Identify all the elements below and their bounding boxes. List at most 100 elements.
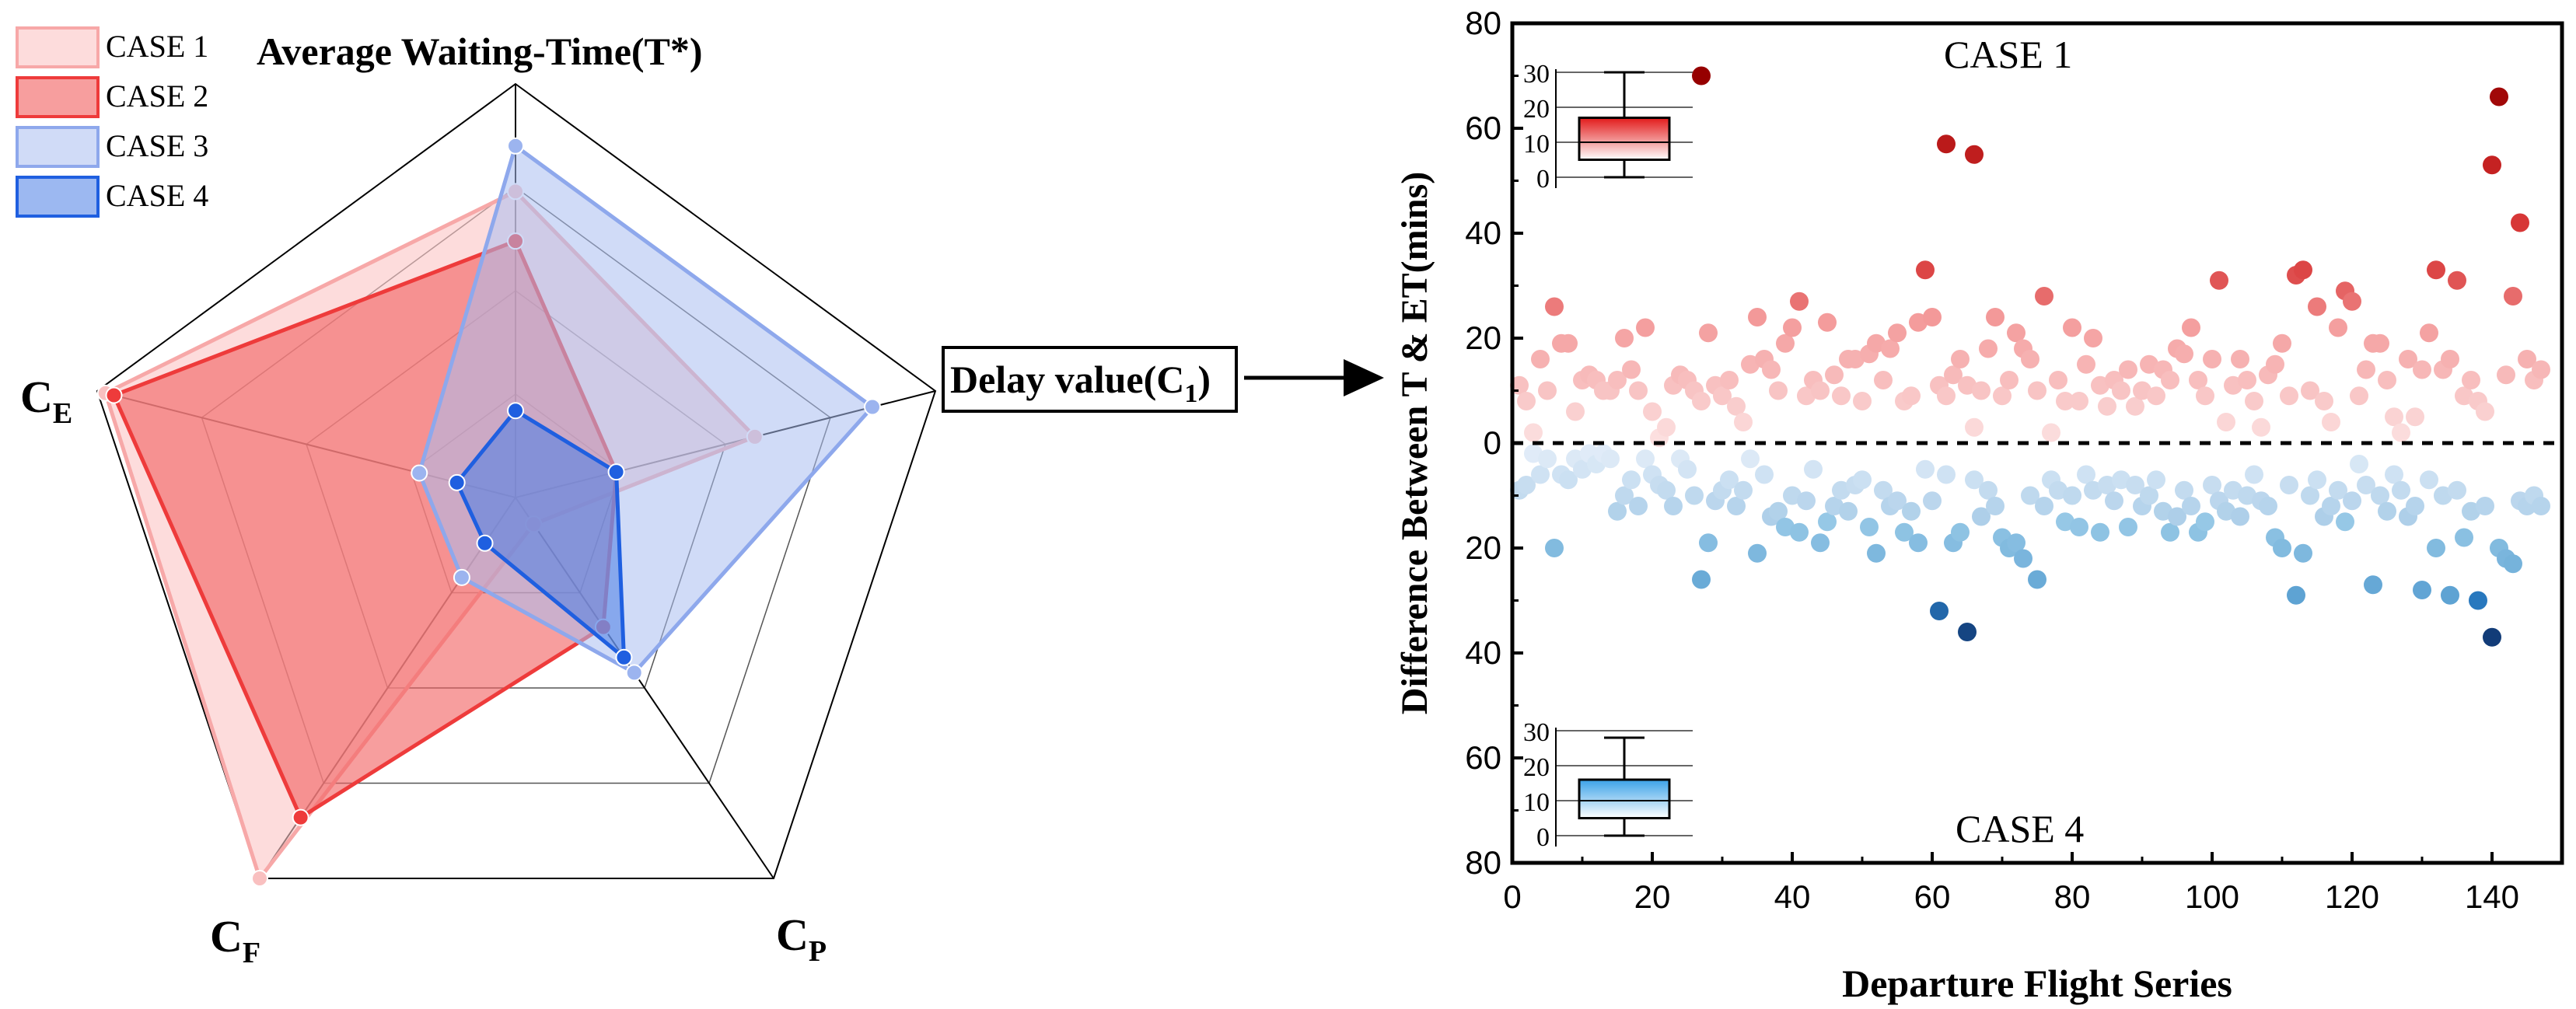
- scatter-point: [2231, 507, 2249, 526]
- scatter-point: [1601, 449, 1620, 469]
- scatter-point: [2007, 323, 2025, 343]
- scatter-point: [1825, 365, 1844, 385]
- inset-tick-label: 30: [1523, 718, 1550, 747]
- y-tick-label: 20: [1465, 319, 1501, 356]
- scatter-point: [2427, 260, 2445, 280]
- scatter-point: [2140, 486, 2158, 505]
- scatter-point: [2434, 486, 2452, 505]
- scatter-point: [2021, 350, 2039, 368]
- scatter-point: [1692, 570, 1711, 589]
- scatter-point: [2056, 392, 2074, 410]
- radar-point: [448, 473, 466, 491]
- scatter-point: [2217, 501, 2235, 521]
- scatter-point: [1657, 480, 1676, 500]
- x-axis-label: Departure Flight Series: [1842, 962, 2232, 1005]
- radar-point: [615, 648, 633, 666]
- svg-text:Delay value(C1): Delay value(C1): [950, 358, 1211, 408]
- scatter-point: [1923, 308, 1942, 326]
- radar-point: [607, 463, 625, 481]
- scatter-point: [1517, 392, 1536, 410]
- scatter-point: [2147, 470, 2165, 490]
- scatter-point: [2196, 512, 2214, 532]
- scatter-point: [1916, 260, 1935, 280]
- scatter-point: [2441, 585, 2459, 605]
- scatter-point: [1615, 486, 1634, 505]
- legend-swatch: [16, 176, 100, 218]
- scatter-point: [2287, 585, 2305, 605]
- scatter-point: [2364, 575, 2382, 595]
- scatter-point: [1531, 465, 1550, 484]
- radar-point: [105, 386, 123, 404]
- scatter-point: [1811, 533, 1830, 553]
- scatter-point: [1909, 312, 1928, 332]
- scatter-point: [1741, 449, 1760, 469]
- scatter-point: [1545, 297, 1564, 316]
- legend-label: CASE 4: [106, 178, 208, 213]
- scatter-point: [2091, 522, 2109, 542]
- legend-label: CASE 3: [106, 128, 208, 163]
- scatter-point: [2406, 497, 2424, 515]
- scatter-point: [2126, 396, 2144, 416]
- scatter-point: [2301, 381, 2319, 400]
- scatter-series-1: [1510, 66, 2550, 448]
- scatter-point: [2203, 476, 2221, 494]
- radar-ring: [96, 82, 937, 879]
- radar-axis-label-cp: CP: [776, 909, 827, 968]
- scatter-point: [1804, 459, 1823, 479]
- scatter-point: [1902, 386, 1921, 406]
- radar-chart: Average Waiting-Time(T*) Delay value(C1)…: [16, 26, 1238, 969]
- scatter-point: [1748, 543, 1767, 563]
- y-tick-label: 20: [1465, 529, 1501, 566]
- scatter-point: [1559, 333, 1578, 353]
- radar-point: [453, 568, 470, 586]
- scatter-point: [1818, 312, 1837, 332]
- scatter-point: [1538, 449, 1557, 469]
- scatter-point: [2245, 465, 2263, 484]
- scatter-point: [2448, 480, 2466, 500]
- scatter-point: [2070, 392, 2088, 410]
- scatter-point: [1916, 459, 1935, 479]
- scatter-point: [2273, 539, 2291, 557]
- scatter-point: [1783, 318, 1802, 337]
- scatter-point: [1790, 292, 1809, 311]
- scatter-point: [1923, 491, 1942, 511]
- scatter-point: [2196, 386, 2214, 406]
- scatter-point: [2476, 402, 2494, 421]
- scatter-point: [2007, 533, 2025, 553]
- scatter-point: [1615, 329, 1634, 347]
- scatter-point: [1713, 386, 1732, 406]
- radar-polygon: [454, 408, 627, 662]
- scatter-point: [2224, 375, 2242, 395]
- scatter-point: [1853, 470, 1872, 490]
- scatter-point: [2315, 392, 2333, 410]
- scatter-point: [2518, 350, 2536, 368]
- scatter-point: [1818, 512, 1837, 532]
- scatter-point: [2294, 260, 2312, 280]
- scatter-point: [2378, 501, 2396, 521]
- scatter-point: [2371, 486, 2389, 505]
- scatter-point: [1832, 480, 1851, 500]
- scatter-point: [1958, 623, 1977, 641]
- scatter-point: [1958, 375, 1977, 395]
- scatter-point: [1727, 396, 1746, 416]
- inset-tick-label: 30: [1523, 60, 1550, 89]
- scatter-point: [2483, 155, 2501, 175]
- scatter-point: [2049, 371, 2067, 389]
- radar-point: [507, 402, 524, 420]
- scatter-point: [2084, 480, 2102, 500]
- scatter-point: [2238, 371, 2256, 389]
- y-tick-label: 0: [1484, 424, 1501, 461]
- scatter-point: [2063, 486, 2081, 505]
- scatter-point: [1930, 602, 1949, 620]
- scatter-point: [1937, 386, 1956, 406]
- scatter-point: [1692, 392, 1711, 410]
- scatter-point: [1636, 318, 1655, 337]
- scatter-point: [1622, 470, 1641, 490]
- radar-point: [251, 870, 268, 887]
- scatter-point: [1986, 308, 2005, 326]
- radar-legend: CASE 1 CASE 2 CASE 3 CASE 4: [16, 26, 208, 218]
- scatter-point: [2343, 491, 2361, 511]
- scatter-point: [2308, 297, 2326, 316]
